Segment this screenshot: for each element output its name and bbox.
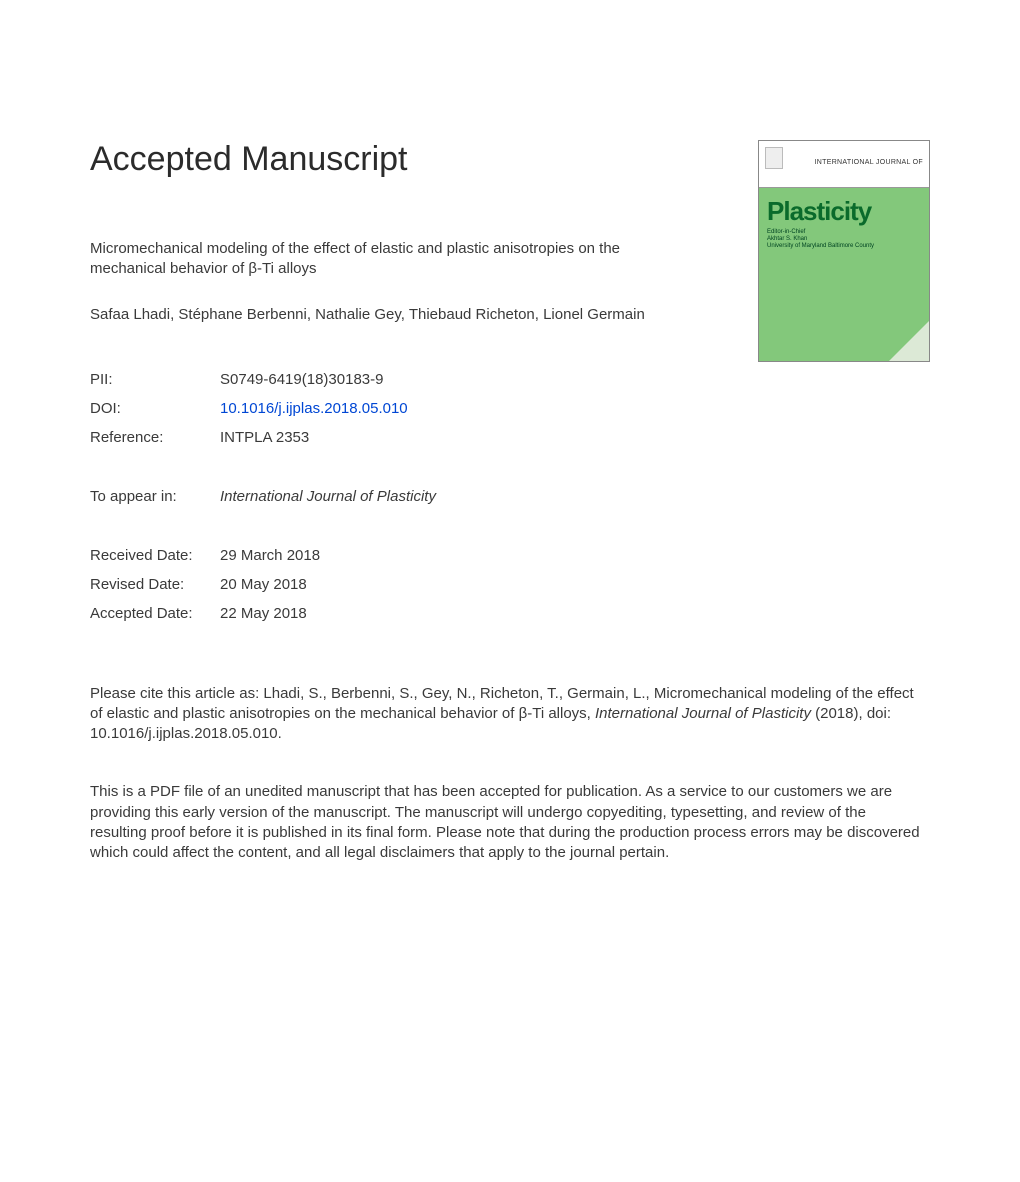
journal-cover-thumbnail: INTERNATIONAL JOURNAL OF Plasticity Edit…	[758, 140, 930, 362]
cover-editor-line2: Akhtar S. Khan	[759, 236, 929, 243]
pii-label: PII:	[90, 365, 220, 394]
toappear-value: International Journal of Plasticity	[220, 482, 436, 511]
doi-label: DOI:	[90, 394, 220, 423]
accepted-value: 22 May 2018	[220, 599, 436, 628]
received-label: Received Date:	[90, 541, 220, 570]
cover-editor-line1: Editor-in-Chief	[759, 229, 929, 236]
cover-editor-line3: University of Maryland Baltimore County	[759, 243, 929, 250]
reference-value: INTPLA 2353	[220, 423, 436, 452]
doi-link[interactable]: 10.1016/j.ijplas.2018.05.010	[220, 400, 408, 417]
pii-value: S0749-6419(18)30183-9	[220, 365, 436, 394]
cover-journal-header: INTERNATIONAL JOURNAL OF	[815, 159, 923, 166]
metadata-table: PII: S0749-6419(18)30183-9 DOI: 10.1016/…	[90, 365, 436, 628]
citation-journal: International Journal of Plasticity	[595, 705, 811, 722]
accepted-label: Accepted Date:	[90, 599, 220, 628]
received-value: 29 March 2018	[220, 541, 436, 570]
disclaimer-text: This is a PDF file of an unedited manusc…	[90, 782, 920, 863]
reference-label: Reference:	[90, 423, 220, 452]
citation-block: Please cite this article as: Lhadi, S., …	[90, 684, 920, 745]
elsevier-tree-icon	[765, 147, 783, 169]
revised-label: Revised Date:	[90, 570, 220, 599]
cover-corner-fold	[889, 321, 929, 361]
toappear-label: To appear in:	[90, 482, 220, 511]
article-title: Micromechanical modeling of the effect o…	[90, 239, 690, 280]
cover-header: INTERNATIONAL JOURNAL OF	[759, 141, 929, 188]
cover-logo-text: Plasticity	[759, 188, 929, 229]
revised-value: 20 May 2018	[220, 570, 436, 599]
